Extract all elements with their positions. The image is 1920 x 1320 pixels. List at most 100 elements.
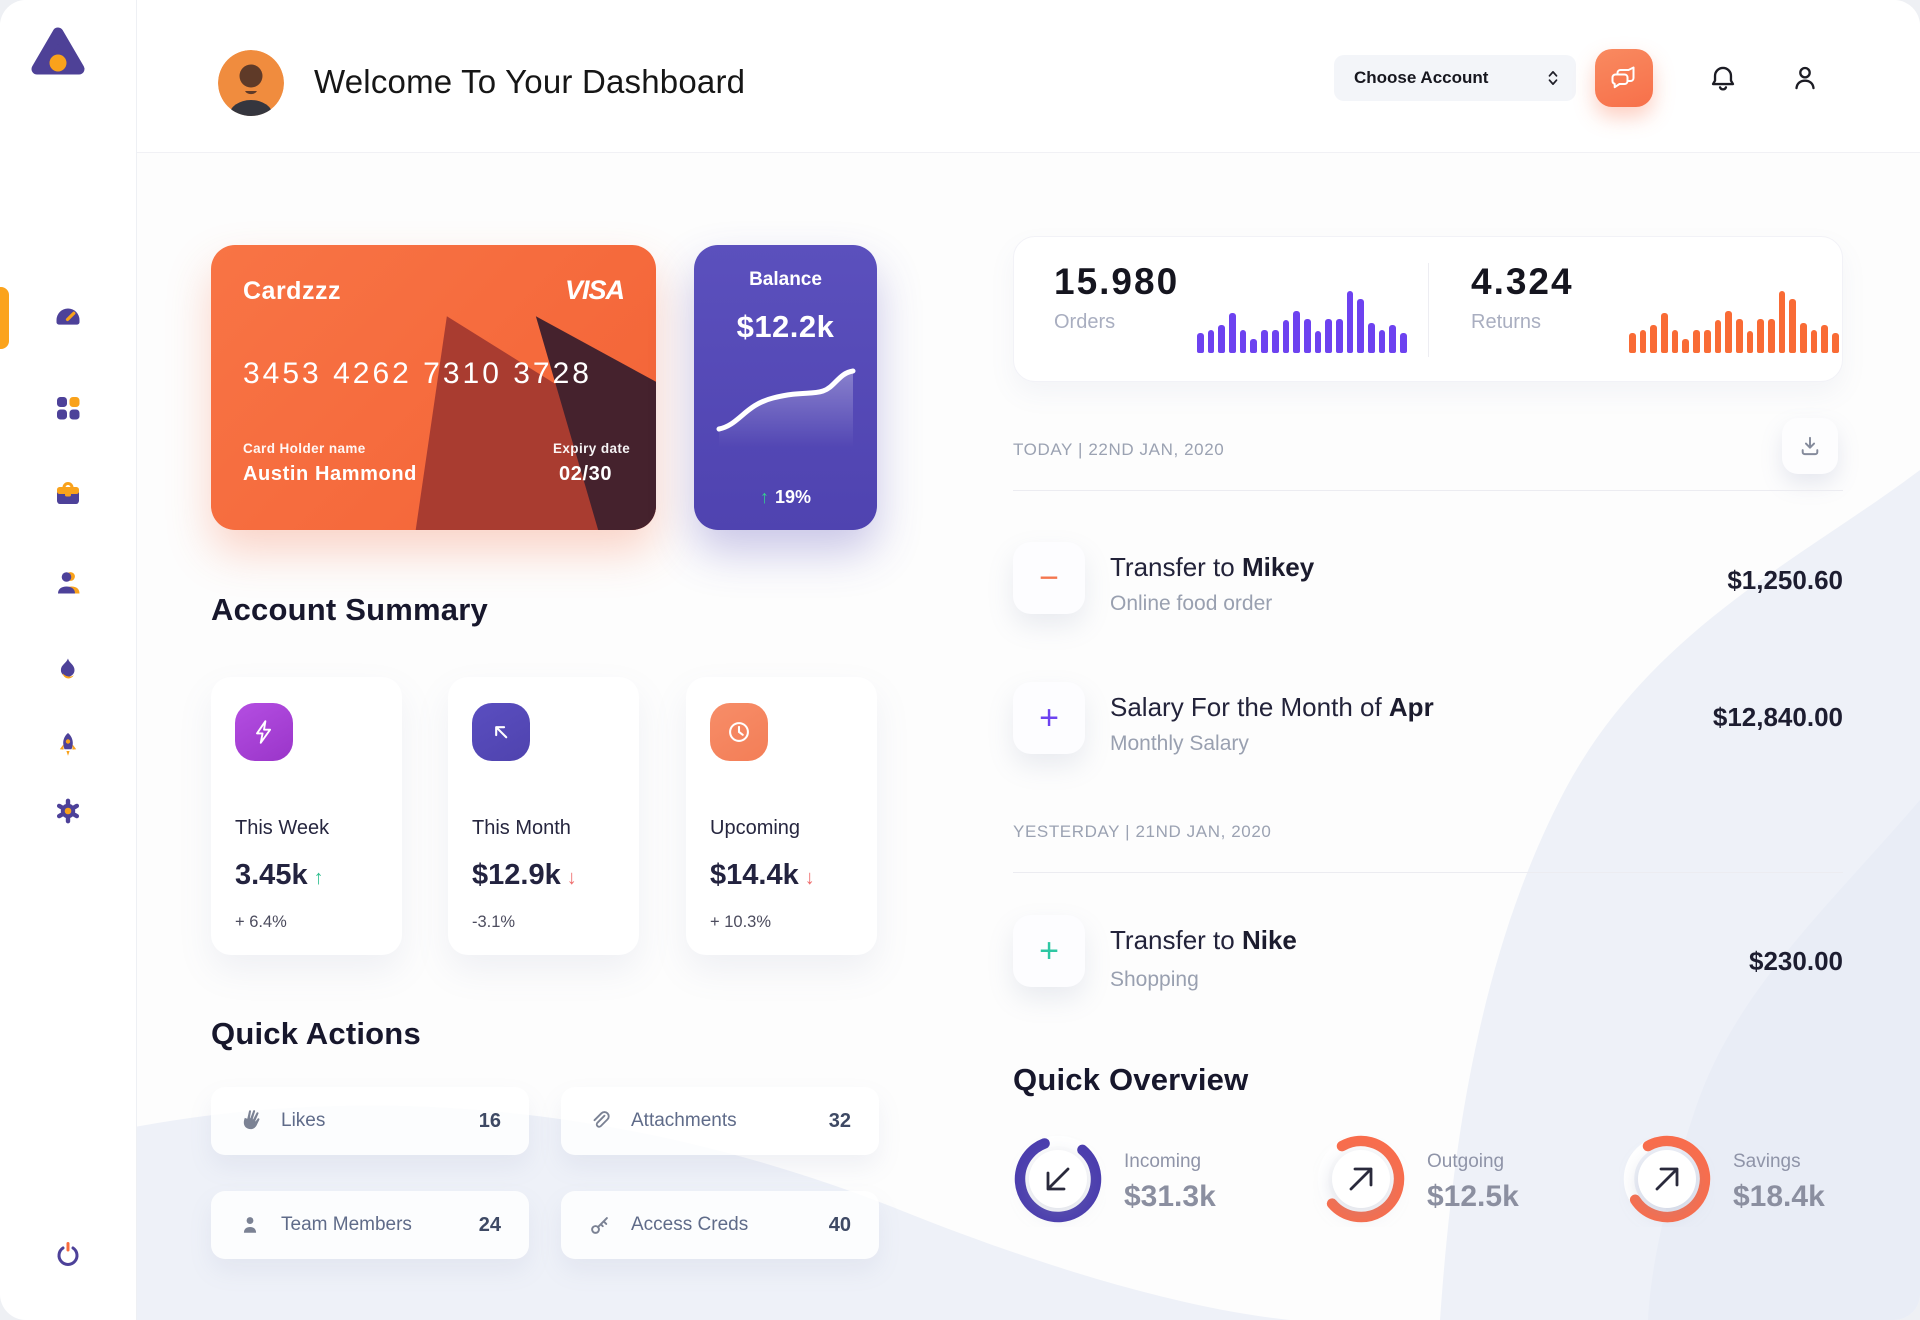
key-icon	[591, 1217, 608, 1234]
expiry-label: Expiry date	[553, 441, 631, 456]
flame-icon	[60, 658, 75, 679]
arrow-up-right-icon	[1349, 1167, 1373, 1191]
outgoing-value: $12.5k	[1427, 1180, 1519, 1213]
briefcase-icon	[57, 482, 79, 504]
sidebar-item-apps[interactable]	[52, 392, 84, 424]
transaction-subtitle: Monthly Salary	[1110, 732, 1249, 755]
sidebar-item-boost[interactable]	[52, 729, 84, 761]
avatar[interactable]	[218, 50, 284, 116]
team-members-button[interactable]: Team Members 24	[211, 1191, 529, 1259]
logout-button[interactable]	[52, 1238, 84, 1270]
divider	[1428, 263, 1429, 357]
account-select[interactable]: Choose Account	[1334, 55, 1576, 101]
profile-button[interactable]	[1788, 61, 1822, 95]
returns-value: 4.324	[1471, 261, 1574, 302]
attachments-label: Attachments	[631, 1110, 737, 1131]
balance-card: Balance $12.2k ↑ 19%	[694, 245, 877, 530]
summary-delta: + 6.4%	[235, 913, 287, 931]
orders-value: 15.980	[1054, 261, 1180, 302]
transaction-title: Salary For the Month of Apr	[1110, 692, 1434, 722]
returns-bar-chart	[1629, 289, 1841, 353]
outgoing-label: Outgoing	[1427, 1151, 1505, 1172]
summary-delta: + 10.3%	[710, 913, 772, 931]
trend-down-icon: ↓	[804, 867, 815, 889]
triangle-logo-icon	[31, 27, 85, 75]
divider	[1013, 490, 1843, 491]
sidebar-item-trending[interactable]	[52, 654, 84, 686]
summary-label: This Month	[472, 817, 571, 839]
speedometer-icon	[56, 308, 80, 325]
card-holder-label: Card Holder name	[243, 441, 366, 456]
grid-icon	[57, 397, 80, 420]
bell-icon	[1711, 66, 1735, 91]
card-name: Cardzzz	[243, 277, 341, 305]
date-heading-yesterday: YESTERDAY | 21ND JAN, 2020	[1013, 822, 1272, 841]
orders-bar-chart	[1197, 289, 1409, 353]
likes-button[interactable]: Likes 16	[211, 1087, 529, 1155]
sidebar-item-work[interactable]	[52, 478, 84, 510]
orders-returns-card: 15.980 Orders 4.324 Returns	[1013, 236, 1843, 382]
minus-icon: −	[1039, 559, 1059, 597]
download-icon	[1801, 436, 1819, 456]
transaction-amount: $12,840.00	[1712, 702, 1843, 732]
quick-actions-heading: Quick Actions	[211, 1016, 421, 1051]
sidebar-item-settings[interactable]	[52, 795, 84, 827]
transaction-subtitle: Online food order	[1110, 592, 1273, 615]
transaction-amount: $1,250.60	[1727, 565, 1843, 595]
notifications-button[interactable]	[1706, 61, 1740, 95]
transaction-amount: $230.00	[1749, 946, 1843, 976]
rocket-icon	[59, 733, 77, 756]
transaction-subtitle: Shopping	[1110, 968, 1199, 991]
balance-title: Balance	[749, 269, 822, 290]
paperclip-icon	[593, 1111, 610, 1128]
team-members-label: Team Members	[281, 1214, 412, 1235]
summary-value: $14.4k ↓	[710, 859, 815, 891]
orders-label: Orders	[1054, 311, 1116, 333]
team-members-count: 24	[478, 1213, 501, 1236]
chat-button[interactable]	[1595, 49, 1653, 107]
attachments-button[interactable]: Attachments 32	[561, 1087, 879, 1155]
transaction-row[interactable]: +	[1013, 682, 1085, 754]
app-logo	[26, 22, 90, 86]
arrow-up-right-icon	[1655, 1167, 1679, 1191]
sidebar-item-people[interactable]	[52, 567, 84, 599]
summary-card-this-month: This Month $12.9k ↓ -3.1%	[448, 677, 639, 955]
attachments-count: 32	[828, 1109, 851, 1132]
sidebar-item-dashboard[interactable]	[52, 302, 84, 334]
transaction-title: Transfer to Mikey	[1110, 552, 1315, 582]
download-button[interactable]	[1782, 418, 1838, 474]
incoming-value: $31.3k	[1124, 1180, 1216, 1213]
gear-icon	[56, 798, 80, 824]
plus-icon: +	[1039, 932, 1059, 970]
incoming-label: Incoming	[1124, 1151, 1202, 1172]
summary-card-upcoming: Upcoming $14.4k ↓ + 10.3%	[686, 677, 877, 955]
trend-down-icon: ↓	[566, 867, 577, 889]
divider	[1013, 872, 1843, 873]
header: Welcome To Your Dashboard Choose Account	[136, 0, 1920, 153]
clock-icon	[710, 703, 768, 761]
balance-change: ↑ 19%	[759, 487, 812, 507]
transaction-row[interactable]: +	[1013, 915, 1085, 987]
savings-value: $18.4k	[1733, 1180, 1825, 1213]
select-chevrons-icon	[1548, 71, 1558, 85]
account-select-value: Choose Account	[1354, 68, 1489, 87]
access-creds-button[interactable]: Access Creds 40	[561, 1191, 879, 1259]
summary-card-this-week: This Week 3.45k ↑ + 6.4%	[211, 677, 402, 955]
summary-label: Upcoming	[710, 817, 801, 839]
person-icon	[1795, 66, 1815, 90]
savings-label: Savings	[1733, 1151, 1801, 1172]
quick-overview-heading: Quick Overview	[1013, 1062, 1249, 1097]
visa-logo: VISA	[564, 275, 625, 305]
power-icon	[57, 1242, 79, 1266]
user-icon	[58, 572, 80, 594]
expiry-value: 02/30	[559, 463, 613, 485]
transaction-row[interactable]: −	[1013, 542, 1085, 614]
plus-icon: +	[1039, 699, 1059, 737]
outgoing-donut	[1313, 1131, 1409, 1227]
trend-up-icon: ↑	[313, 867, 324, 889]
credit-card: Cardzzz VISA 3453 4262 7310 3728 Card Ho…	[211, 245, 656, 530]
summary-delta: -3.1%	[472, 913, 516, 931]
member-icon	[243, 1217, 257, 1233]
